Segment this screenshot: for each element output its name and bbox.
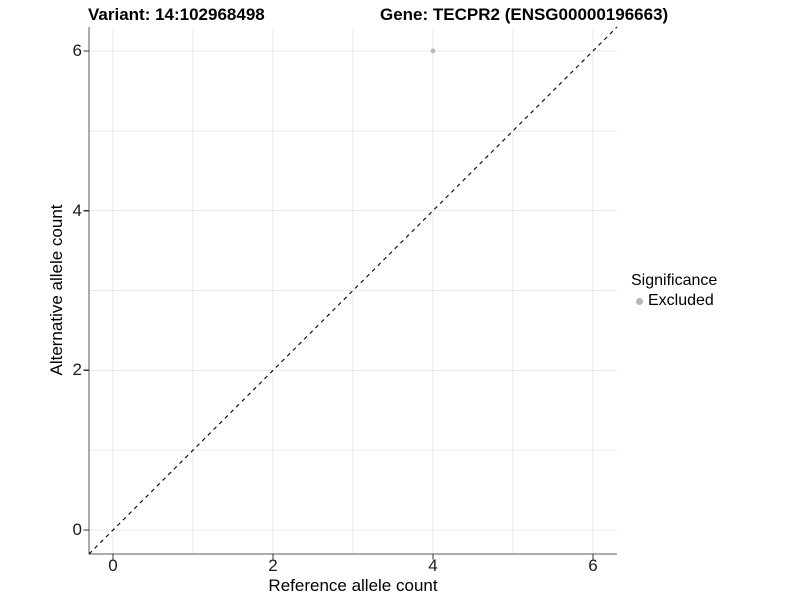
plot-title-variant: Variant: 14:102968498 (88, 5, 265, 24)
plot-title-gene: Gene: TECPR2 (ENSG00000196663) (380, 5, 669, 24)
x-tick-label: 0 (108, 556, 118, 575)
legend: Significance Excluded (631, 271, 717, 311)
x-tick-label: 2 (268, 556, 278, 575)
y-tick-label: 6 (72, 40, 82, 60)
x-axis-title: Reference allele count (268, 576, 438, 595)
legend-entry-excluded: Excluded (631, 291, 717, 311)
y-axis-title: Alternative allele count (47, 204, 66, 376)
legend-point-icon (636, 297, 643, 305)
y-tick-label: 4 (72, 200, 82, 220)
legend-entry-label: Excluded (648, 292, 714, 309)
legend-title: Significance (631, 272, 718, 289)
x-tick-label: 4 (428, 556, 438, 575)
data-point (430, 48, 436, 54)
y-tick-label: 0 (72, 520, 82, 540)
x-tick-label: 6 (588, 556, 598, 575)
y-tick-label: 2 (72, 360, 82, 380)
